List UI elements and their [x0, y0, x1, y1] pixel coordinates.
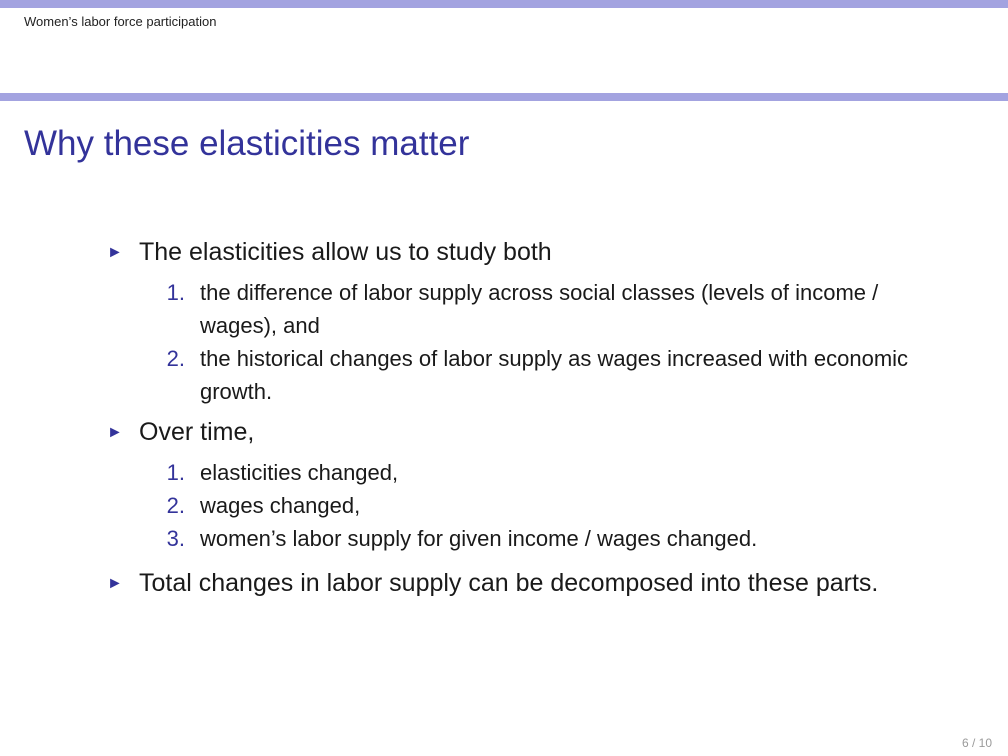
- slide-title: Why these elasticities matter: [24, 124, 470, 163]
- triangle-right-icon: ►: [107, 424, 123, 441]
- enum-number: 2.: [166, 346, 185, 371]
- section-title: Women’s labor force participation: [24, 14, 217, 29]
- enum-number: 2.: [166, 493, 185, 518]
- bullet-text: The elasticities allow us to study both: [139, 238, 552, 266]
- bullet-text: Over time,: [139, 418, 255, 446]
- page-number: 6 / 10: [961, 736, 992, 750]
- triangle-right-icon: ►: [107, 244, 123, 261]
- enum-item: wages changed,: [200, 493, 361, 518]
- triangle-right-icon: ►: [107, 575, 123, 592]
- enum-item: elasticities changed,: [200, 460, 399, 485]
- title-bar: [0, 93, 1008, 101]
- enum-number: 1.: [166, 460, 185, 485]
- bullet-text: Total changes in labor supply can be dec…: [139, 569, 879, 597]
- enum-number: 1.: [166, 280, 185, 305]
- header-bar: [0, 0, 1008, 8]
- enum-item: the difference of labor supply across so…: [200, 280, 879, 338]
- enum-item: the historical changes of labor supply a…: [200, 346, 909, 404]
- enum-item: women’s labor supply for given income / …: [200, 526, 758, 551]
- enum-number: 3.: [166, 526, 185, 551]
